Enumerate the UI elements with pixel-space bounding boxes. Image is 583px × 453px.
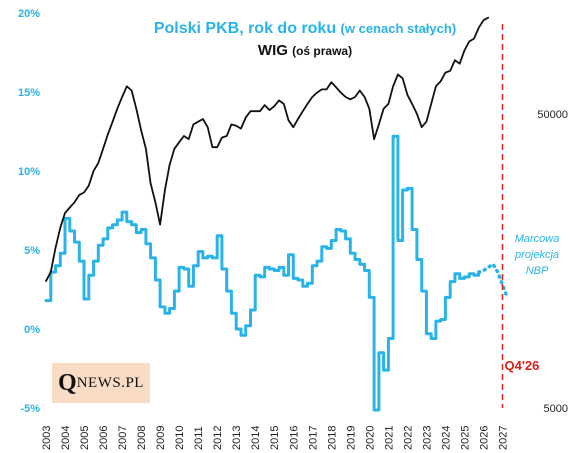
y-left-tick-label: 20% bbox=[18, 8, 40, 20]
x-tick-label: 2009 bbox=[155, 426, 167, 450]
x-tick-label: 2010 bbox=[174, 426, 186, 450]
x-tick-label: 2024 bbox=[440, 426, 452, 450]
x-tick-label: 2020 bbox=[364, 426, 376, 450]
chart-title-main: Polski PKB, rok do roku (w cenach stałyc… bbox=[154, 20, 456, 37]
logo-text: NEWS.PL bbox=[76, 374, 144, 391]
x-tick-label: 2011 bbox=[193, 426, 205, 450]
x-tick-label: 2023 bbox=[421, 426, 433, 450]
x-tick-label: 2026 bbox=[478, 426, 490, 450]
x-tick-label: 2013 bbox=[231, 426, 243, 450]
chart-title-secondary: WIG (oś prawa) bbox=[258, 42, 352, 59]
x-tick-label: 2027 bbox=[497, 426, 509, 450]
x-tick-label: 2014 bbox=[250, 426, 262, 450]
x-tick-label: 2016 bbox=[288, 426, 300, 450]
x-tick-label: 2022 bbox=[402, 426, 414, 450]
logo-q: Q bbox=[58, 369, 77, 396]
y-left-tick-label: 5% bbox=[24, 245, 40, 257]
projection-label-line-1: Marcowa bbox=[515, 233, 560, 245]
q4-26-marker-label: Q4'26 bbox=[504, 358, 539, 373]
series-line bbox=[476, 262, 509, 300]
x-tick-label: 2008 bbox=[136, 426, 148, 450]
y-left-tick-label: 15% bbox=[18, 87, 40, 99]
x-tick-label: 2003 bbox=[41, 426, 53, 450]
x-tick-label: 2007 bbox=[117, 426, 129, 450]
x-tick-label: 2017 bbox=[307, 426, 319, 450]
series-line bbox=[45, 16, 490, 282]
projection-label-line-2: projekcja bbox=[514, 249, 559, 261]
x-tick-label: 2025 bbox=[459, 426, 471, 450]
series-line bbox=[44, 134, 481, 412]
y-left-tick-label: 10% bbox=[18, 166, 40, 178]
x-tick-label: 2004 bbox=[60, 426, 72, 450]
projection-label-line-3: NBP bbox=[526, 265, 549, 277]
y-right-tick-label: 50000 bbox=[537, 109, 568, 121]
y-left-tick-label: -5% bbox=[20, 403, 40, 415]
x-tick-label: 2006 bbox=[98, 426, 110, 450]
x-tick-label: 2021 bbox=[383, 426, 395, 450]
x-tick-label: 2015 bbox=[269, 426, 281, 450]
series-layer bbox=[44, 16, 509, 412]
qnews-logo: Q NEWS.PL bbox=[52, 363, 150, 403]
tick-layer: -5% 0% 5% 10% 15% 20% 5000 50000 2003 2004 2005 200… bbox=[18, 8, 568, 450]
y-right-tick-label: 5000 bbox=[544, 403, 568, 415]
y-left-tick-label: 0% bbox=[24, 324, 40, 336]
x-tick-label: 2012 bbox=[212, 426, 224, 450]
x-tick-label: 2019 bbox=[345, 426, 357, 450]
x-tick-label: 2018 bbox=[326, 426, 338, 450]
x-tick-label: 2005 bbox=[79, 426, 91, 450]
